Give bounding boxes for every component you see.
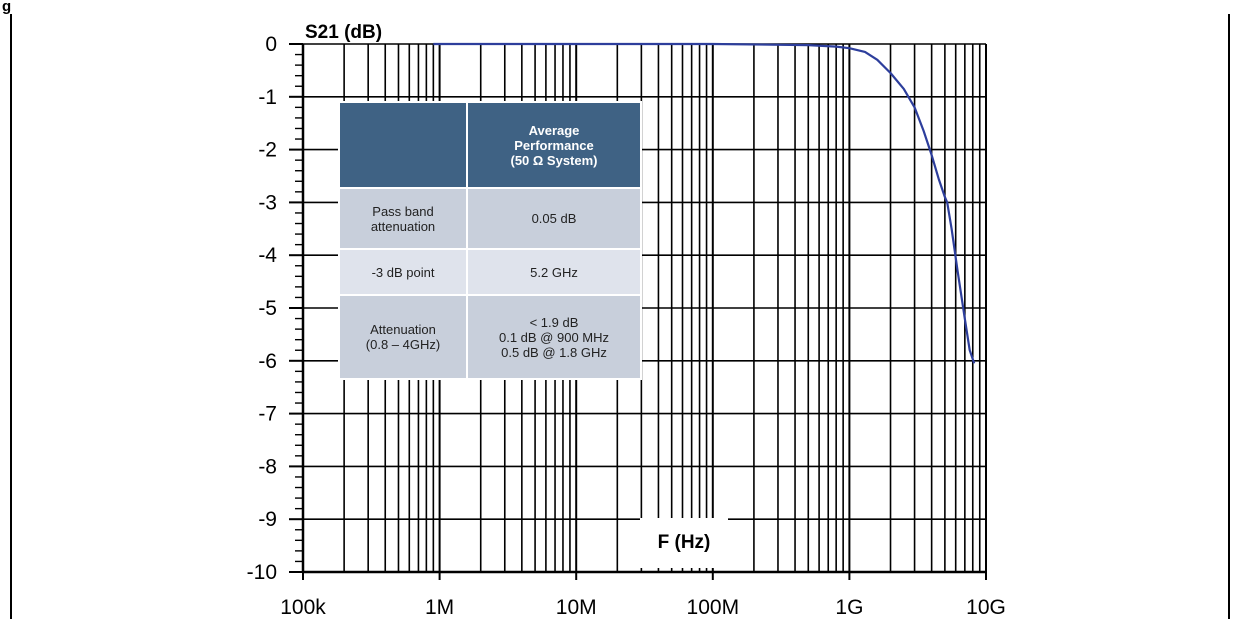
figure-frame bbox=[10, 14, 1230, 619]
x-tick-label: 10M bbox=[556, 596, 597, 619]
x-axis-label: F (Hz) bbox=[657, 532, 711, 553]
x-tick-label: 100M bbox=[687, 596, 740, 619]
header-line: Performance bbox=[514, 137, 594, 153]
row-value-attenuation: < 1.9 dB 0.1 dB @ 900 MHz 0.5 dB @ 1.8 G… bbox=[466, 294, 642, 380]
y-tick-label: -5 bbox=[258, 297, 277, 320]
y-tick-label: 0 bbox=[265, 33, 277, 56]
x-tick-label: 100k bbox=[280, 596, 326, 619]
performance-table: Average Performance (50 Ω System) Pass b… bbox=[338, 101, 642, 380]
y-tick-label: -6 bbox=[258, 350, 277, 373]
table-row: -3 dB point 5.2 GHz bbox=[338, 248, 642, 296]
x-tick-label: 1M bbox=[425, 596, 454, 619]
table-row: Attenuation (0.8 – 4GHz) < 1.9 dB 0.1 dB… bbox=[338, 294, 642, 380]
y-tick-label: -10 bbox=[247, 561, 277, 584]
y-tick-label: -1 bbox=[258, 86, 277, 109]
table-header-empty bbox=[338, 101, 468, 189]
series-group bbox=[433, 42, 976, 364]
header-line: (50 Ω System) bbox=[510, 152, 598, 168]
figure-label: g bbox=[2, 0, 12, 15]
y-tick-label: -9 bbox=[258, 508, 277, 531]
y-tick-label: -8 bbox=[258, 455, 277, 478]
y-axis-label: S21 (dB) bbox=[305, 22, 382, 43]
row-label-pass-band: Pass band attenuation bbox=[338, 187, 468, 250]
y-tick-label: -2 bbox=[258, 139, 277, 162]
series-line-s21 bbox=[433, 42, 976, 364]
x-tick-label: 10G bbox=[966, 596, 1006, 619]
y-tick-label: -3 bbox=[258, 191, 277, 214]
x-axis-ticks: 100k 1M 10M 100M 1G 10G bbox=[280, 572, 1006, 619]
y-axis-ticks: 0 -1 -2 -3 -4 -5 -6 -7 -8 -9 -10 bbox=[247, 33, 278, 584]
x-axis-label-backdrop bbox=[640, 518, 728, 568]
table-row: Pass band attenuation 0.05 dB bbox=[338, 187, 642, 250]
x-tick-label: 1G bbox=[835, 596, 863, 619]
y-tick-label: -7 bbox=[258, 403, 277, 426]
row-value-3db-point: 5.2 GHz bbox=[466, 248, 642, 296]
row-value-pass-band: 0.05 dB bbox=[466, 187, 642, 250]
row-label-attenuation: Attenuation (0.8 – 4GHz) bbox=[338, 294, 468, 380]
y-tick-label: -4 bbox=[258, 244, 277, 267]
header-line: Average bbox=[528, 122, 580, 138]
row-label-3db-point: -3 dB point bbox=[338, 248, 468, 296]
table-header-average-performance: Average Performance (50 Ω System) bbox=[466, 101, 642, 189]
